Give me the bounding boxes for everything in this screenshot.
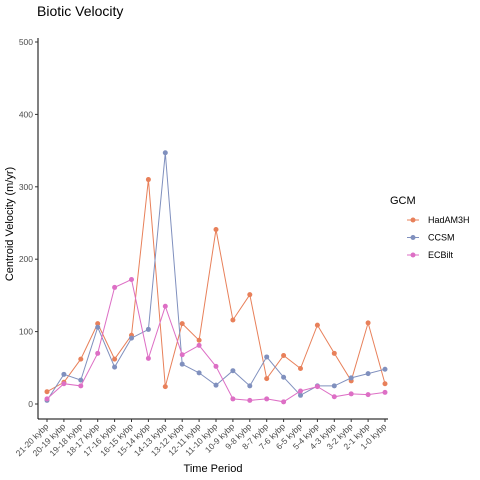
- legend-label: ECBilt: [428, 250, 454, 260]
- data-point-hadam3h: [162, 384, 168, 390]
- series-layer: [44, 150, 388, 405]
- data-point-ecbilt: [78, 383, 84, 389]
- series-ccsm: [44, 150, 388, 403]
- y-tick-label: 100: [19, 327, 33, 337]
- data-point-ccsm: [162, 150, 168, 156]
- series-line-hadam3h: [46, 179, 386, 393]
- data-point-ecbilt: [348, 391, 354, 397]
- data-point-ecbilt: [331, 394, 337, 400]
- axes: [37, 38, 388, 420]
- data-point-ccsm: [298, 392, 303, 398]
- legend-label: HadAM3H: [428, 215, 470, 225]
- data-point-ccsm: [78, 377, 84, 383]
- data-point-ccsm: [213, 382, 219, 388]
- legend-key-point: [410, 235, 416, 240]
- data-point-hadam3h: [298, 366, 303, 372]
- data-point-hadam3h: [145, 177, 151, 183]
- y-tick-label: 200: [19, 254, 33, 264]
- y-tick-label: 300: [19, 182, 33, 192]
- y-axis-title: Centroid Velocity (m/yr): [4, 167, 16, 281]
- data-point-ecbilt: [129, 276, 134, 282]
- y-axis-ticks: 0 100 200 300 400 500: [19, 37, 38, 409]
- data-point-ecbilt: [314, 384, 320, 390]
- data-point-ecbilt: [382, 389, 388, 395]
- data-point-hadam3h: [179, 321, 185, 327]
- series-hadam3h: [44, 177, 388, 395]
- data-point-ecbilt: [247, 397, 253, 403]
- data-point-hadam3h: [365, 320, 371, 326]
- data-point-ecbilt: [95, 350, 101, 356]
- data-point-ccsm: [247, 383, 253, 389]
- data-point-ecbilt: [61, 381, 67, 387]
- data-point-ccsm: [145, 326, 151, 332]
- data-point-hadam3h: [281, 352, 287, 358]
- data-point-ecbilt: [162, 303, 168, 309]
- legend: GCM HadAM3H CCSM ECBilt: [390, 195, 470, 260]
- data-point-ecbilt: [264, 396, 270, 402]
- legend-item-hadam3h: HadAM3H: [407, 215, 470, 225]
- data-point-hadam3h: [264, 376, 270, 382]
- data-point-ccsm: [61, 371, 67, 377]
- legend-item-ecbilt: ECBilt: [407, 250, 454, 260]
- data-point-ccsm: [129, 335, 134, 341]
- data-point-hadam3h: [230, 317, 236, 323]
- legend-item-ccsm: CCSM: [407, 233, 455, 243]
- data-point-ecbilt: [44, 396, 50, 402]
- data-point-ccsm: [179, 361, 185, 367]
- data-point-ecbilt: [281, 399, 287, 405]
- y-tick-label: 500: [19, 37, 33, 47]
- data-point-hadam3h: [95, 321, 101, 327]
- data-point-ecbilt: [298, 388, 303, 394]
- data-point-ccsm: [331, 383, 337, 389]
- data-point-hadam3h: [247, 292, 253, 298]
- data-point-ecbilt: [230, 396, 236, 402]
- series-line-ccsm: [46, 152, 386, 401]
- legend-title: GCM: [390, 195, 416, 207]
- legend-key-point: [410, 217, 416, 223]
- data-point-ccsm: [230, 368, 236, 374]
- data-point-ccsm: [382, 366, 388, 372]
- data-point-hadam3h: [112, 356, 118, 362]
- y-tick-label: 400: [19, 109, 33, 119]
- data-point-ecbilt: [145, 355, 151, 361]
- data-point-ecbilt: [196, 342, 202, 348]
- data-point-ecbilt: [112, 284, 118, 290]
- data-point-ecbilt: [179, 352, 185, 358]
- legend-label: CCSM: [428, 233, 455, 243]
- x-axis-title: Time Period: [184, 463, 243, 475]
- legend-key-point: [410, 252, 416, 258]
- data-point-hadam3h: [213, 227, 219, 233]
- series-ecbilt: [44, 276, 388, 405]
- chart-title: Biotic Velocity: [37, 3, 123, 19]
- data-point-hadam3h: [44, 389, 50, 395]
- data-point-hadam3h: [331, 350, 337, 356]
- data-point-ccsm: [348, 375, 354, 381]
- data-point-hadam3h: [78, 356, 84, 362]
- data-point-ccsm: [264, 354, 270, 360]
- data-point-hadam3h: [382, 381, 388, 387]
- data-point-ccsm: [112, 364, 118, 370]
- data-point-hadam3h: [196, 337, 202, 343]
- y-tick-label: 0: [28, 399, 33, 409]
- data-point-ecbilt: [365, 392, 371, 398]
- data-point-ccsm: [196, 370, 202, 376]
- data-point-hadam3h: [314, 322, 320, 328]
- data-point-ccsm: [365, 371, 371, 377]
- data-point-ccsm: [95, 324, 101, 330]
- data-point-ecbilt: [213, 363, 219, 369]
- data-point-ccsm: [281, 374, 287, 380]
